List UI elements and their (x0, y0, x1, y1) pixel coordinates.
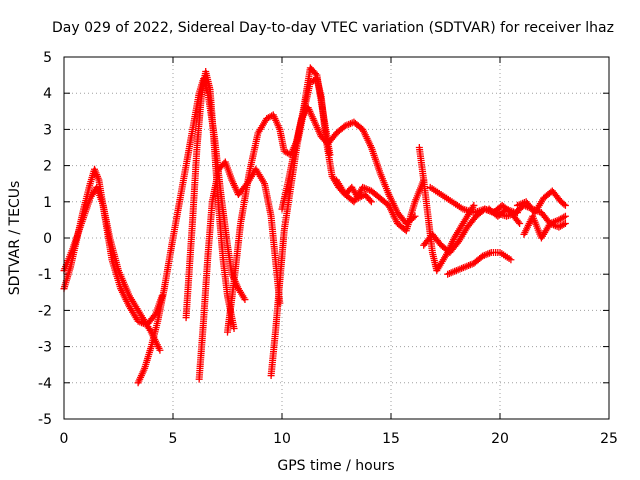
y-tick-label: 0 (43, 231, 52, 247)
data-point (514, 218, 522, 226)
series-arc-5 (195, 158, 284, 383)
series-arc-13 (444, 248, 515, 278)
y-tick-label: 5 (43, 50, 52, 66)
data-point (560, 200, 568, 208)
data-point (312, 70, 320, 78)
x-tick-label: 10 (273, 431, 291, 447)
series-arc-3 (134, 75, 249, 387)
data-point (241, 296, 249, 304)
chart-grid (64, 57, 609, 419)
x-axis-label: GPS time / hours (277, 458, 394, 474)
data-point (560, 220, 568, 228)
chart-data-marks (60, 64, 569, 387)
y-tick-label: -2 (38, 303, 52, 319)
y-tick-label: -1 (38, 267, 52, 283)
x-tick-label: 20 (491, 431, 509, 447)
series-arc-16 (520, 212, 569, 242)
data-point (230, 325, 238, 332)
data-point (366, 196, 374, 204)
series-arc-8 (278, 104, 419, 228)
data-point (561, 212, 569, 220)
x-tick-label: 5 (169, 431, 178, 447)
series-arc-2 (60, 183, 164, 354)
chart-title: Day 029 of 2022, Sidereal Day-to-day VTE… (52, 20, 614, 36)
data-point (367, 198, 375, 206)
y-tick-label: 2 (43, 159, 52, 175)
data-point (156, 346, 164, 354)
plot-frame (63, 56, 610, 420)
data-point (561, 220, 569, 228)
data-point (561, 201, 569, 209)
y-axis-label: SDTVAR / TECUs (7, 181, 23, 296)
data-point (560, 213, 568, 221)
series-arc-15 (513, 187, 569, 217)
series-arc-9 (333, 176, 428, 235)
y-tick-label: 4 (43, 86, 52, 102)
y-tick-label: -3 (38, 340, 52, 356)
x-tick-label: 15 (382, 431, 400, 447)
y-tick-label: -4 (38, 376, 52, 392)
y-tick-label: 3 (43, 122, 52, 138)
y-tick-label: -5 (38, 412, 52, 428)
x-tick-label: 25 (600, 431, 618, 447)
data-point (507, 256, 515, 264)
y-tick-label: 1 (43, 195, 52, 211)
x-tick-label: 0 (60, 431, 69, 447)
data-point (516, 220, 524, 228)
chart-tick-labels: 0 5 10 15 20 25 -5 -4 -3 -2 -1 0 1 2 3 4 5 (38, 50, 618, 447)
data-point (470, 201, 478, 209)
